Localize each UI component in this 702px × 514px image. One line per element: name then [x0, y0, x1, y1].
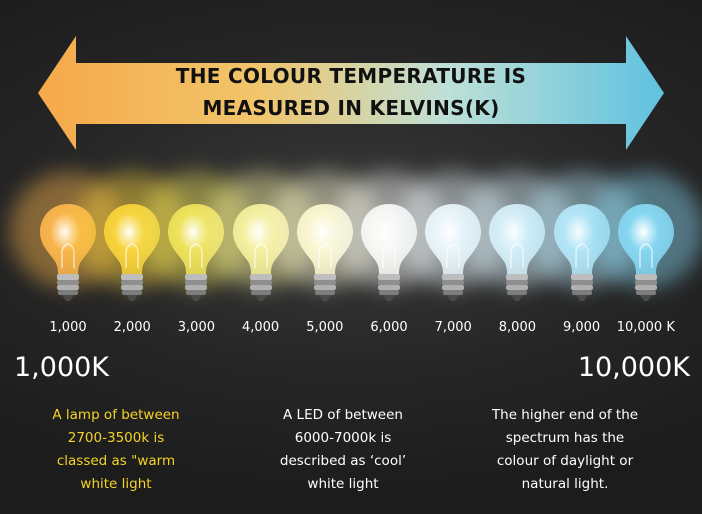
double-headed-arrow-icon — [38, 36, 664, 150]
tick-label: 10,000 K — [616, 320, 675, 335]
tick-label: 2,000 — [113, 320, 151, 335]
note-line: colour of daylight or — [496, 453, 634, 469]
bulb-shape — [168, 204, 225, 301]
bulb-shape — [553, 204, 610, 301]
note-line: classed as "warm — [56, 453, 176, 469]
bulb-shape — [489, 204, 546, 301]
note-line: A lamp of between — [52, 407, 180, 423]
bulb-shape — [40, 204, 96, 301]
light-bulb-icon — [138, 172, 255, 310]
light-bulb-icon — [523, 172, 640, 310]
bulb-shape — [232, 204, 289, 301]
tick-label: 5,000 — [306, 320, 344, 335]
tick-label: 8,000 — [498, 320, 536, 335]
note-line: 6000-7000k is — [294, 430, 392, 446]
tick-label: 3,000 — [177, 320, 215, 335]
arrow-body — [38, 36, 664, 150]
tick-label: 4,000 — [241, 320, 280, 335]
note-line: spectrum has the — [505, 430, 625, 446]
note-line: A LED of between — [283, 407, 403, 423]
note-warm-white: A lamp of between 2700-3500k is classed … — [21, 404, 211, 496]
note-line: white light — [80, 476, 152, 492]
end-label-max: 10,000K — [577, 352, 690, 383]
tick-label: 7,000 — [434, 320, 472, 335]
bulb-shape — [425, 204, 482, 301]
note-line: 2700-3500k is — [67, 430, 165, 446]
note-cool-white: A LED of between 6000-7000k is described… — [248, 404, 438, 496]
tick-label: 9,000 — [562, 320, 601, 335]
light-bulb-icon — [587, 172, 702, 310]
light-bulb-icon — [74, 172, 191, 310]
title-line-1: THE COLOUR TEMPERATURE IS — [175, 64, 527, 88]
note-line: white light — [307, 476, 379, 492]
bulb-shape — [104, 204, 161, 301]
bulb-shape — [617, 204, 674, 301]
bulb-shape — [361, 204, 417, 301]
tick-label: 1,000 — [49, 320, 87, 335]
note-line: described as ‘cool’ — [279, 453, 407, 469]
tick-label: 6,000 — [370, 320, 408, 335]
note-line: The higher end of the — [491, 407, 639, 423]
page-title: THE COLOUR TEMPERATURE IS MEASURED IN KE… — [120, 60, 582, 124]
light-bulb-icon — [331, 172, 447, 310]
note-line: natural light. — [521, 476, 609, 492]
title-line-2: MEASURED IN KELVINS(K) — [202, 96, 500, 120]
end-label-min: 1,000K — [14, 352, 110, 383]
note-daylight: The higher end of the spectrum has the c… — [470, 404, 660, 496]
bulb-shape — [296, 204, 353, 301]
